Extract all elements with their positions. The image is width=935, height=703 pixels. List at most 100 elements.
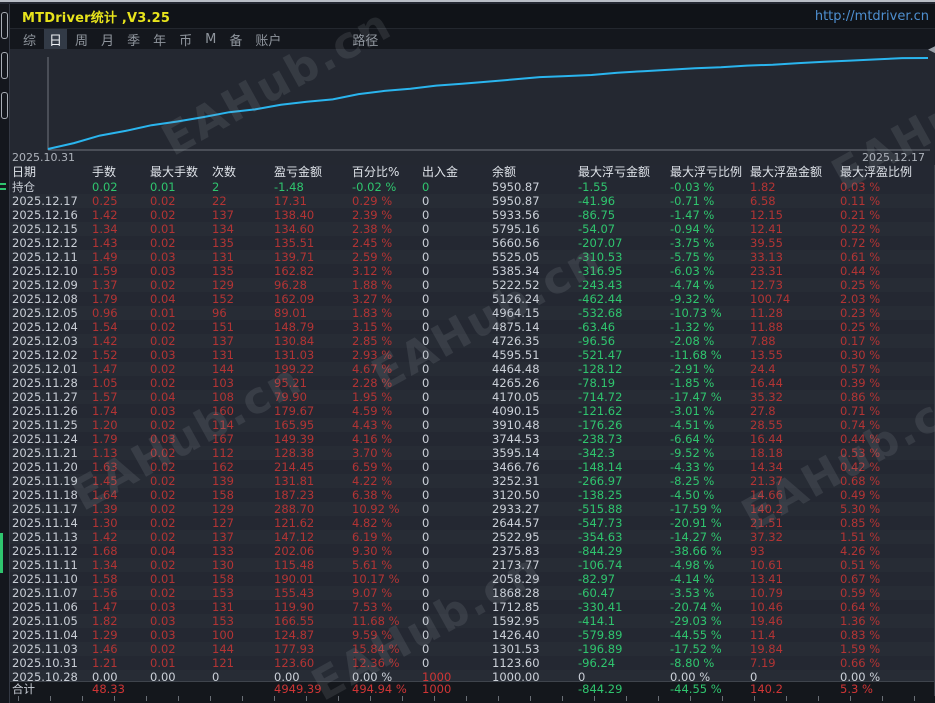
table-row[interactable]: 2025.11.24 1.79 0.03 167 149.39 4.16 % 0 3744.5… [0, 432, 934, 446]
table-cell: 93 [750, 544, 765, 558]
table-cell: 1.43 [92, 236, 118, 250]
table-row[interactable]: 2025.12.08 1.79 0.04 152 162.09 3.27 % 0 5126.2… [0, 292, 934, 306]
table-row[interactable]: 2025.12.01 1.47 0.02 144 199.22 4.67 % 0 4464.4… [0, 362, 934, 376]
menu-item[interactable]: 路径 [352, 33, 379, 49]
table-row[interactable]: 2025.10.31 1.21 0.01 121 123.60 12.36 % 0 1123.… [0, 656, 934, 670]
menu-item[interactable]: M [205, 31, 217, 47]
table-row[interactable]: 2025.11.17 1.39 0.02 129 288.70 10.92 % 0 2933.… [0, 502, 934, 516]
table-cell: 167 [212, 432, 234, 446]
table-cell: 0 [422, 460, 430, 474]
table-cell: 130.84 [274, 334, 315, 348]
table-cell: 2025.10.28 [12, 670, 78, 684]
table-row[interactable]: 2025.12.10 1.59 0.03 135 162.82 3.12 % 0 5385.3… [0, 264, 934, 278]
header-cell: 最大手数 [150, 165, 199, 179]
dock-handle-icon[interactable] [1, 52, 8, 79]
table-row[interactable]: 2025.11.05 1.82 0.03 153 166.55 11.68 % 0 1592.… [0, 614, 934, 628]
table-cell: 0.66 % [840, 656, 881, 670]
menu-item[interactable]: 月 [101, 33, 115, 49]
table-row[interactable]: 2025.10.28 0.00 0.00 0 0.00 0.00 % 1000 1000.00… [0, 670, 934, 684]
menu-item[interactable]: 年 [153, 33, 167, 49]
table-cell: -2.91 % [670, 362, 715, 376]
table-cell: 5126.24 [492, 292, 540, 306]
table-row[interactable]: 2025.12.16 1.42 0.02 137 138.40 2.39 % 0 5933.5… [0, 208, 934, 222]
table-row[interactable]: 2025.11.10 1.58 0.01 158 190.01 10.17 % 0 2058.… [0, 572, 934, 586]
menu-item[interactable]: 日 [44, 28, 68, 50]
table-cell: 12.73 [750, 278, 783, 292]
table-cell: 89.01 [274, 306, 307, 320]
table-cell: 9.59 % [352, 628, 393, 642]
table-cell: 3744.53 [492, 432, 540, 446]
table-cell [212, 682, 274, 696]
table-cell: 16.44 [750, 376, 783, 390]
menu-item[interactable]: 币 [179, 33, 193, 49]
menu-item[interactable]: 账户 [255, 33, 282, 49]
menu-item[interactable]: 季 [127, 33, 141, 49]
table-cell: 5.3 % [840, 682, 873, 696]
menu-item[interactable]: 周 [75, 33, 89, 49]
titlebar: MTDriver统计 ,V3.25 http://mtdriver.cn [10, 4, 935, 29]
table-row[interactable]: 2025.11.04 1.29 0.03 100 124.87 9.59 % 0 1426.4… [0, 628, 934, 642]
table-cell: -29.03 % [670, 614, 722, 628]
table-cell: 165.95 [274, 418, 315, 432]
table-row[interactable]: 2025.11.07 1.56 0.02 153 155.43 9.07 % 0 1868.2… [0, 586, 934, 600]
table-row[interactable]: 2025.12.04 1.54 0.02 151 148.79 3.15 % 0 4875.1… [0, 320, 934, 334]
table-cell: 5525.05 [492, 250, 540, 264]
table-row[interactable]: 2025.12.17 0.25 0.02 22 17.31 0.29 % 0 5950.87 -… [0, 194, 934, 208]
table-cell: 0.03 [150, 404, 176, 418]
table-cell: 3.12 % [352, 264, 393, 278]
table-cell: -4.33 % [670, 460, 715, 474]
table-row[interactable]: 2025.11.21 1.13 0.02 112 128.38 3.70 % 0 3595.1… [0, 446, 934, 460]
table-cell: 7.88 [750, 334, 776, 348]
table-cell: 1000.00 [492, 670, 540, 684]
table-row[interactable]: 2025.11.28 1.05 0.02 103 95.21 2.28 % 0 4265.26… [0, 376, 934, 390]
table-row[interactable]: 2025.11.19 1.45 0.02 139 131.81 4.22 % 0 3252.3… [0, 474, 934, 488]
table-row[interactable]: 2025.11.14 1.30 0.02 127 121.62 4.82 % 0 2644.5… [0, 516, 934, 530]
dock-handle-icon[interactable] [1, 92, 8, 119]
table-cell: 0.04 [150, 390, 176, 404]
table-row[interactable]: 2025.11.20 1.63 0.02 162 214.45 6.59 % 0 3466.7… [0, 460, 934, 474]
table-row[interactable]: 2025.11.25 1.20 0.02 114 165.95 4.43 % 0 3910.4… [0, 418, 934, 432]
table-cell: 0.39 % [840, 376, 881, 390]
menu-item[interactable]: 综 [23, 33, 37, 49]
table-row[interactable]: 2025.12.05 0.96 0.01 96 89.01 1.83 % 0 4964.15 -… [0, 306, 934, 320]
table-cell: 1.56 [92, 586, 118, 600]
table-cell: -17.52 % [670, 642, 722, 656]
table-row[interactable]: 2025.11.11 1.34 0.02 130 115.48 5.61 % 0 2173.7… [0, 558, 934, 572]
header-cell: 手数 [92, 165, 117, 179]
table-cell: 0 [422, 642, 430, 656]
table-cell: 0.02 [150, 502, 176, 516]
table-row[interactable]: 2025.11.13 1.42 0.02 137 147.12 6.19 % 0 2522.9… [0, 530, 934, 544]
open-position-row[interactable]: 持仓 0.02 0.01 2 -1.48 -0.02 % 0 5950.87 -1.55 -0.0… [0, 180, 934, 194]
table-cell: -354.63 [578, 530, 623, 544]
table-row[interactable]: 2025.12.09 1.37 0.02 129 96.28 1.88 % 0 5222.52… [0, 278, 934, 292]
app-url-link[interactable]: http://mtdriver.cn [814, 8, 929, 24]
table-cell: 4949.39 [274, 682, 322, 696]
table-row[interactable]: 2025.11.18 1.64 0.02 158 187.23 6.38 % 0 3120.5… [0, 488, 934, 502]
table-cell: 2025.11.19 [12, 474, 78, 488]
table-row[interactable]: 2025.11.06 1.47 0.03 131 119.90 7.53 % 0 1712.8… [0, 600, 934, 614]
menu-item[interactable]: 备 [229, 33, 243, 49]
table-cell: 0.03 [150, 628, 176, 642]
table-row[interactable]: 2025.11.12 1.68 0.04 133 202.06 9.30 % 0 2375.8… [0, 544, 934, 558]
table-cell: 12.15 [750, 208, 783, 222]
table-row[interactable]: 2025.12.12 1.43 0.02 135 135.51 2.45 % 0 5660.5… [0, 236, 934, 250]
table-cell: 33.13 [750, 250, 783, 264]
table-cell: 4.67 % [352, 362, 393, 376]
table-row[interactable]: 2025.12.02 1.52 0.03 131 131.03 2.93 % 0 4595.5… [0, 348, 934, 362]
table-row[interactable]: 2025.12.11 1.49 0.03 131 139.71 2.59 % 0 5525.0… [0, 250, 934, 264]
table-cell: -54.07 [578, 222, 616, 236]
table-row[interactable]: 2025.11.03 1.46 0.02 144 177.93 15.84 % 0 1301.… [0, 642, 934, 656]
table-row[interactable]: 2025.12.15 1.34 0.01 134 134.60 2.38 % 0 5795.1… [0, 222, 934, 236]
table-cell: -96.56 [578, 334, 616, 348]
table-cell: -532.68 [578, 306, 623, 320]
table-cell: 2025.11.10 [12, 572, 78, 586]
table-row[interactable]: 2025.11.26 1.74 0.03 160 179.67 4.59 % 0 4090.1… [0, 404, 934, 418]
table-cell: 148.79 [274, 320, 315, 334]
table-row[interactable]: 2025.11.27 1.57 0.04 108 79.90 1.95 % 0 4170.05… [0, 390, 934, 404]
table-cell: 0.00 % [670, 670, 711, 684]
dock-handle-icon[interactable] [1, 12, 8, 39]
table-row[interactable]: 2025.12.03 1.42 0.02 137 130.84 2.85 % 0 4726.3… [0, 334, 934, 348]
table-cell: 10.61 [750, 558, 783, 572]
table-cell: 3120.50 [492, 488, 540, 502]
table-cell: 0.03 [150, 432, 176, 446]
